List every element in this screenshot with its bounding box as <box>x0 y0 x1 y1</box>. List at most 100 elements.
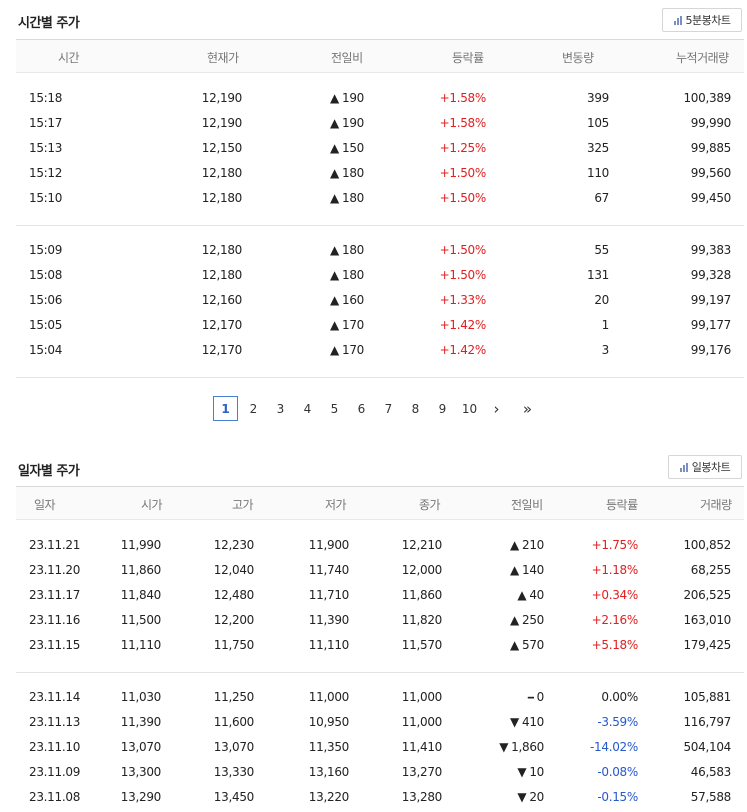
price-cell: 12,180 <box>201 243 243 257</box>
page-link-9[interactable]: 9 <box>438 401 447 416</box>
change-value: 190 <box>341 116 364 130</box>
col-header-open: 시가 <box>141 498 163 512</box>
bar-chart-icon <box>679 462 688 472</box>
table-row: 15:13 12,150 ▲ 150 +1.25% 325 99,885 <box>16 136 744 161</box>
rate-cell: +1.75% <box>591 538 639 552</box>
change-cell: ▲ 180 <box>330 243 364 257</box>
page-link-8[interactable]: 8 <box>411 401 420 416</box>
volume-cell: 110 <box>586 166 609 180</box>
hourly-rows-group-1: 15:18 12,190 ▲ 190 +1.58% 399 100,389 15:17 12,1… <box>16 86 744 211</box>
date-cell: 23.11.17 <box>29 588 81 602</box>
hourly-section-title: 시간별 주가 <box>18 16 80 31</box>
change-cell: ▼ 1,860 <box>499 740 544 754</box>
time-cell: 15:05 <box>29 318 63 332</box>
change-cell: ▲ 180 <box>330 268 364 282</box>
rate-cell: +1.42% <box>439 318 487 332</box>
time-cell: 15:13 <box>29 141 63 155</box>
open-cell: 13,300 <box>120 765 162 779</box>
five-minute-chart-label: 5분봉차트 <box>685 14 731 27</box>
page-link-1[interactable]: 1 <box>213 396 238 421</box>
volume-cell: 57,588 <box>690 790 732 804</box>
change-value: 410 <box>521 715 544 729</box>
change-cell: ▲ 250 <box>510 613 544 627</box>
change-cell: ▲ 180 <box>330 191 364 205</box>
col-header-high: 고가 <box>232 498 254 512</box>
page-link-3[interactable]: 3 <box>276 401 285 416</box>
change-cell: ▲ 180 <box>330 166 364 180</box>
hourly-group-divider <box>16 225 744 226</box>
low-cell: 10,950 <box>308 715 350 729</box>
rate-cell: +5.18% <box>591 638 639 652</box>
pagination: 1 2 3 4 5 6 7 8 9 10 › » <box>213 396 541 421</box>
triangle-up-icon: ▲ <box>510 563 519 577</box>
change-cell: ▲ 210 <box>510 538 544 552</box>
price-cell: 12,180 <box>201 268 243 282</box>
price-cell: 12,160 <box>201 293 243 307</box>
acc-volume-cell: 99,177 <box>690 318 732 332</box>
close-cell: 11,410 <box>401 740 443 754</box>
high-cell: 12,200 <box>213 613 255 627</box>
high-cell: 11,250 <box>213 690 255 704</box>
daily-chart-label: 일봉차트 <box>691 461 731 474</box>
close-cell: 11,000 <box>401 715 443 729</box>
volume-cell: 504,104 <box>683 740 731 754</box>
volume-cell: 131 <box>586 268 609 282</box>
daily-table: 일자 시가 고가 저가 종가 전일비 등락률 거래량 23.11.21 11,99… <box>16 486 744 804</box>
price-cell: 12,150 <box>201 141 243 155</box>
next-page-icon[interactable]: › <box>493 399 500 418</box>
volume-cell: 67 <box>594 191 609 205</box>
date-cell: 23.11.14 <box>29 690 81 704</box>
rate-cell: +1.33% <box>439 293 487 307</box>
acc-volume-cell: 99,885 <box>690 141 732 155</box>
close-cell: 11,860 <box>401 588 443 602</box>
time-cell: 15:04 <box>29 343 63 357</box>
table-row: 23.11.20 11,860 12,040 11,740 12,000 ▲ 140 +1.1… <box>16 558 744 583</box>
page-link-6[interactable]: 6 <box>357 401 366 416</box>
volume-cell: 68,255 <box>690 563 732 577</box>
rate-cell: +1.18% <box>591 563 639 577</box>
time-cell: 15:10 <box>29 191 63 205</box>
rate-cell: +1.50% <box>439 243 487 257</box>
price-cell: 12,170 <box>201 343 243 357</box>
col-header-date: 일자 <box>34 498 56 512</box>
volume-cell: 105 <box>586 116 609 130</box>
page-link-4[interactable]: 4 <box>303 401 312 416</box>
change-value: 0 <box>536 690 545 704</box>
price-cell: 12,170 <box>201 318 243 332</box>
triangle-up-icon: ▲ <box>330 91 339 105</box>
col-header-rate: 등락률 <box>606 498 638 512</box>
page-link-5[interactable]: 5 <box>330 401 339 416</box>
low-cell: 11,390 <box>308 613 350 627</box>
open-cell: 11,500 <box>120 613 162 627</box>
open-cell: 11,860 <box>120 563 162 577</box>
volume-cell: 179,425 <box>683 638 731 652</box>
col-header-volume: 변동량 <box>562 51 594 65</box>
high-cell: 13,070 <box>213 740 255 754</box>
table-row: 23.11.21 11,990 12,230 11,900 12,210 ▲ 210 +1.7… <box>16 533 744 558</box>
low-cell: 13,220 <box>308 790 350 804</box>
triangle-up-icon: ▲ <box>330 191 339 205</box>
price-cell: 12,190 <box>201 91 243 105</box>
volume-cell: 206,525 <box>683 588 731 602</box>
volume-cell: 1 <box>601 318 610 332</box>
triangle-up-icon: ▲ <box>330 343 339 357</box>
rate-cell: -14.02% <box>590 740 638 754</box>
change-cell: ▲ 170 <box>330 318 364 332</box>
page-link-2[interactable]: 2 <box>249 401 258 416</box>
change-value: 160 <box>341 293 364 307</box>
last-page-icon[interactable]: » <box>522 399 533 418</box>
triangle-up-icon: ▲ <box>510 638 519 652</box>
page-link-10[interactable]: 10 <box>461 401 478 416</box>
time-cell: 15:12 <box>29 166 63 180</box>
high-cell: 13,330 <box>213 765 255 779</box>
volume-cell: 163,010 <box>683 613 731 627</box>
triangle-up-icon: ▲ <box>330 141 339 155</box>
change-cell: ▼ 10 <box>517 765 544 779</box>
triangle-up-icon: ▲ <box>510 538 519 552</box>
low-cell: 13,160 <box>308 765 350 779</box>
five-minute-chart-button[interactable]: 5분봉차트 <box>662 8 742 32</box>
close-cell: 11,820 <box>401 613 443 627</box>
daily-chart-button[interactable]: 일봉차트 <box>668 455 742 479</box>
page-link-7[interactable]: 7 <box>384 401 393 416</box>
volume-cell: 325 <box>586 141 609 155</box>
